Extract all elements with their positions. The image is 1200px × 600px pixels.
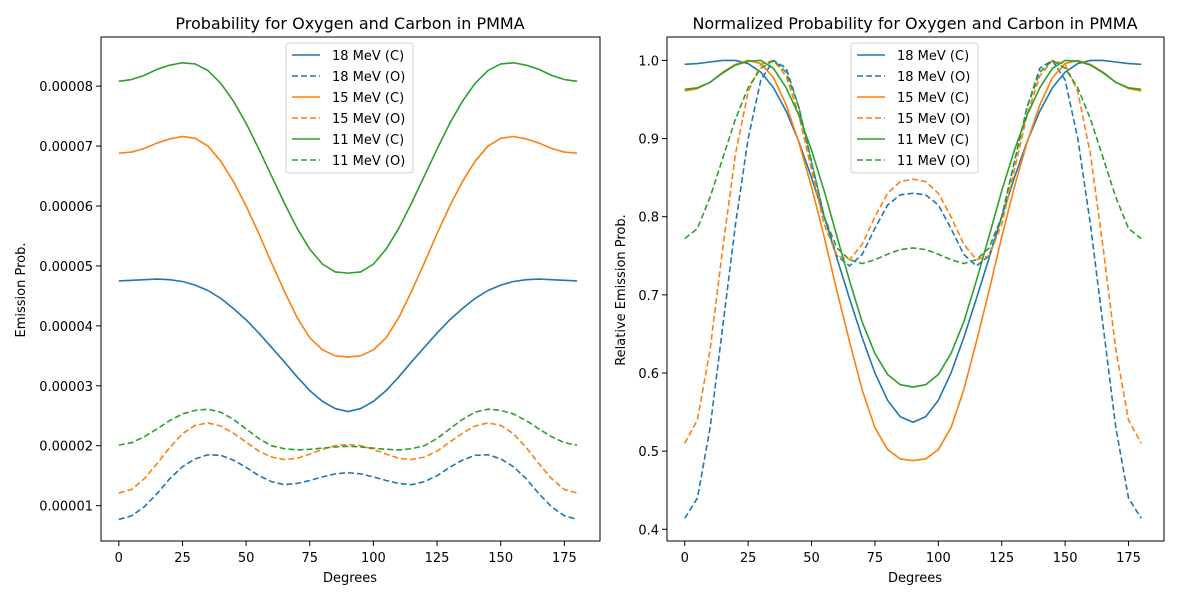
series-line bbox=[684, 59, 1142, 424]
legend-label: 18 MeV (C) bbox=[332, 49, 404, 64]
legend: 18 MeV (C) 18 MeV (O) 15 MeV (C) 15 MeV (O)… bbox=[285, 42, 414, 174]
x-axis-label: Degrees bbox=[323, 571, 377, 586]
y-axis-label: Relative Emission Prob. bbox=[614, 214, 629, 366]
y-tick-label: 0.8 bbox=[638, 211, 659, 226]
y-tick-label: 0.00008 bbox=[39, 80, 93, 95]
chart-title: Probability for Oxygen and Carbon in PMM… bbox=[175, 14, 524, 33]
y-tick-label: 0.00003 bbox=[39, 380, 93, 395]
series-line bbox=[684, 59, 1142, 265]
x-tick-label: 175 bbox=[1116, 551, 1141, 566]
legend-label: 11 MeV (O) bbox=[897, 154, 970, 169]
legend-label: 18 MeV (O) bbox=[897, 70, 970, 85]
chart-right: Normalized Probability for Oxygen and Ca… bbox=[614, 14, 1165, 586]
x-tick-label: 125 bbox=[425, 551, 450, 566]
y-tick-label: 0.4 bbox=[638, 523, 659, 538]
x-tick-label: 100 bbox=[361, 551, 386, 566]
x-tick-label: 175 bbox=[552, 551, 577, 566]
x-tick-label: 0 bbox=[681, 551, 689, 566]
x-tick-label: 25 bbox=[740, 551, 757, 566]
legend-label: 15 MeV (C) bbox=[332, 91, 404, 106]
x-tick-label: 75 bbox=[301, 551, 318, 566]
y-tick-label: 0.9 bbox=[638, 133, 659, 148]
series-line bbox=[684, 59, 1142, 388]
series-line bbox=[684, 59, 1142, 519]
x-tick-label: 75 bbox=[867, 551, 884, 566]
series-lines bbox=[684, 59, 1142, 519]
y-tick-label: 0.00005 bbox=[39, 260, 93, 275]
x-tick-label: 0 bbox=[115, 551, 123, 566]
legend-label: 18 MeV (C) bbox=[897, 49, 969, 64]
x-tick-label: 150 bbox=[488, 551, 513, 566]
y-tick-label: 0.6 bbox=[638, 367, 659, 382]
y-tick-label: 0.00007 bbox=[39, 140, 93, 155]
x-tick-label: 50 bbox=[803, 551, 820, 566]
chart-title: Normalized Probability for Oxygen and Ca… bbox=[692, 14, 1137, 33]
legend-label: 11 MeV (C) bbox=[897, 133, 969, 148]
series-line bbox=[684, 59, 1142, 444]
series-lines bbox=[118, 61, 578, 521]
x-tick-label: 100 bbox=[926, 551, 951, 566]
series-line bbox=[118, 408, 578, 451]
x-axis-label: Degrees bbox=[888, 571, 942, 586]
x-tick-label: 150 bbox=[1053, 551, 1078, 566]
legend-box bbox=[850, 42, 979, 174]
y-tick-label: 0.00006 bbox=[39, 200, 93, 215]
y-tick-label: 0.5 bbox=[638, 445, 659, 460]
y-tick-label: 0.00001 bbox=[39, 500, 93, 515]
y-tick-label: 0.00002 bbox=[39, 440, 93, 455]
legend-box bbox=[285, 42, 414, 174]
y-axis-label: Emission Prob. bbox=[14, 243, 29, 338]
series-line bbox=[118, 422, 578, 494]
y-tick-label: 1.0 bbox=[638, 54, 659, 69]
y-tick-label: 0.7 bbox=[638, 289, 659, 304]
legend: 18 MeV (C) 18 MeV (O) 15 MeV (C) 15 MeV (O)… bbox=[850, 42, 979, 174]
plot-frame bbox=[100, 36, 601, 542]
x-tick-label: 125 bbox=[989, 551, 1014, 566]
legend-label: 15 MeV (C) bbox=[897, 91, 969, 106]
chart-left: Probability for Oxygen and Carbon in PMM… bbox=[14, 14, 601, 586]
legend-label: 11 MeV (C) bbox=[332, 133, 404, 148]
y-tick-label: 0.00004 bbox=[39, 320, 93, 335]
legend-label: 11 MeV (O) bbox=[332, 154, 405, 169]
series-line bbox=[118, 278, 578, 413]
legend-label: 15 MeV (O) bbox=[897, 112, 970, 127]
series-line bbox=[118, 135, 578, 358]
series-line bbox=[118, 61, 578, 274]
series-line bbox=[118, 453, 578, 521]
legend-label: 15 MeV (O) bbox=[332, 112, 405, 127]
x-tick-label: 50 bbox=[238, 551, 255, 566]
plot-frame bbox=[666, 36, 1165, 542]
legend-label: 18 MeV (O) bbox=[332, 70, 405, 85]
x-tick-label: 25 bbox=[174, 551, 191, 566]
